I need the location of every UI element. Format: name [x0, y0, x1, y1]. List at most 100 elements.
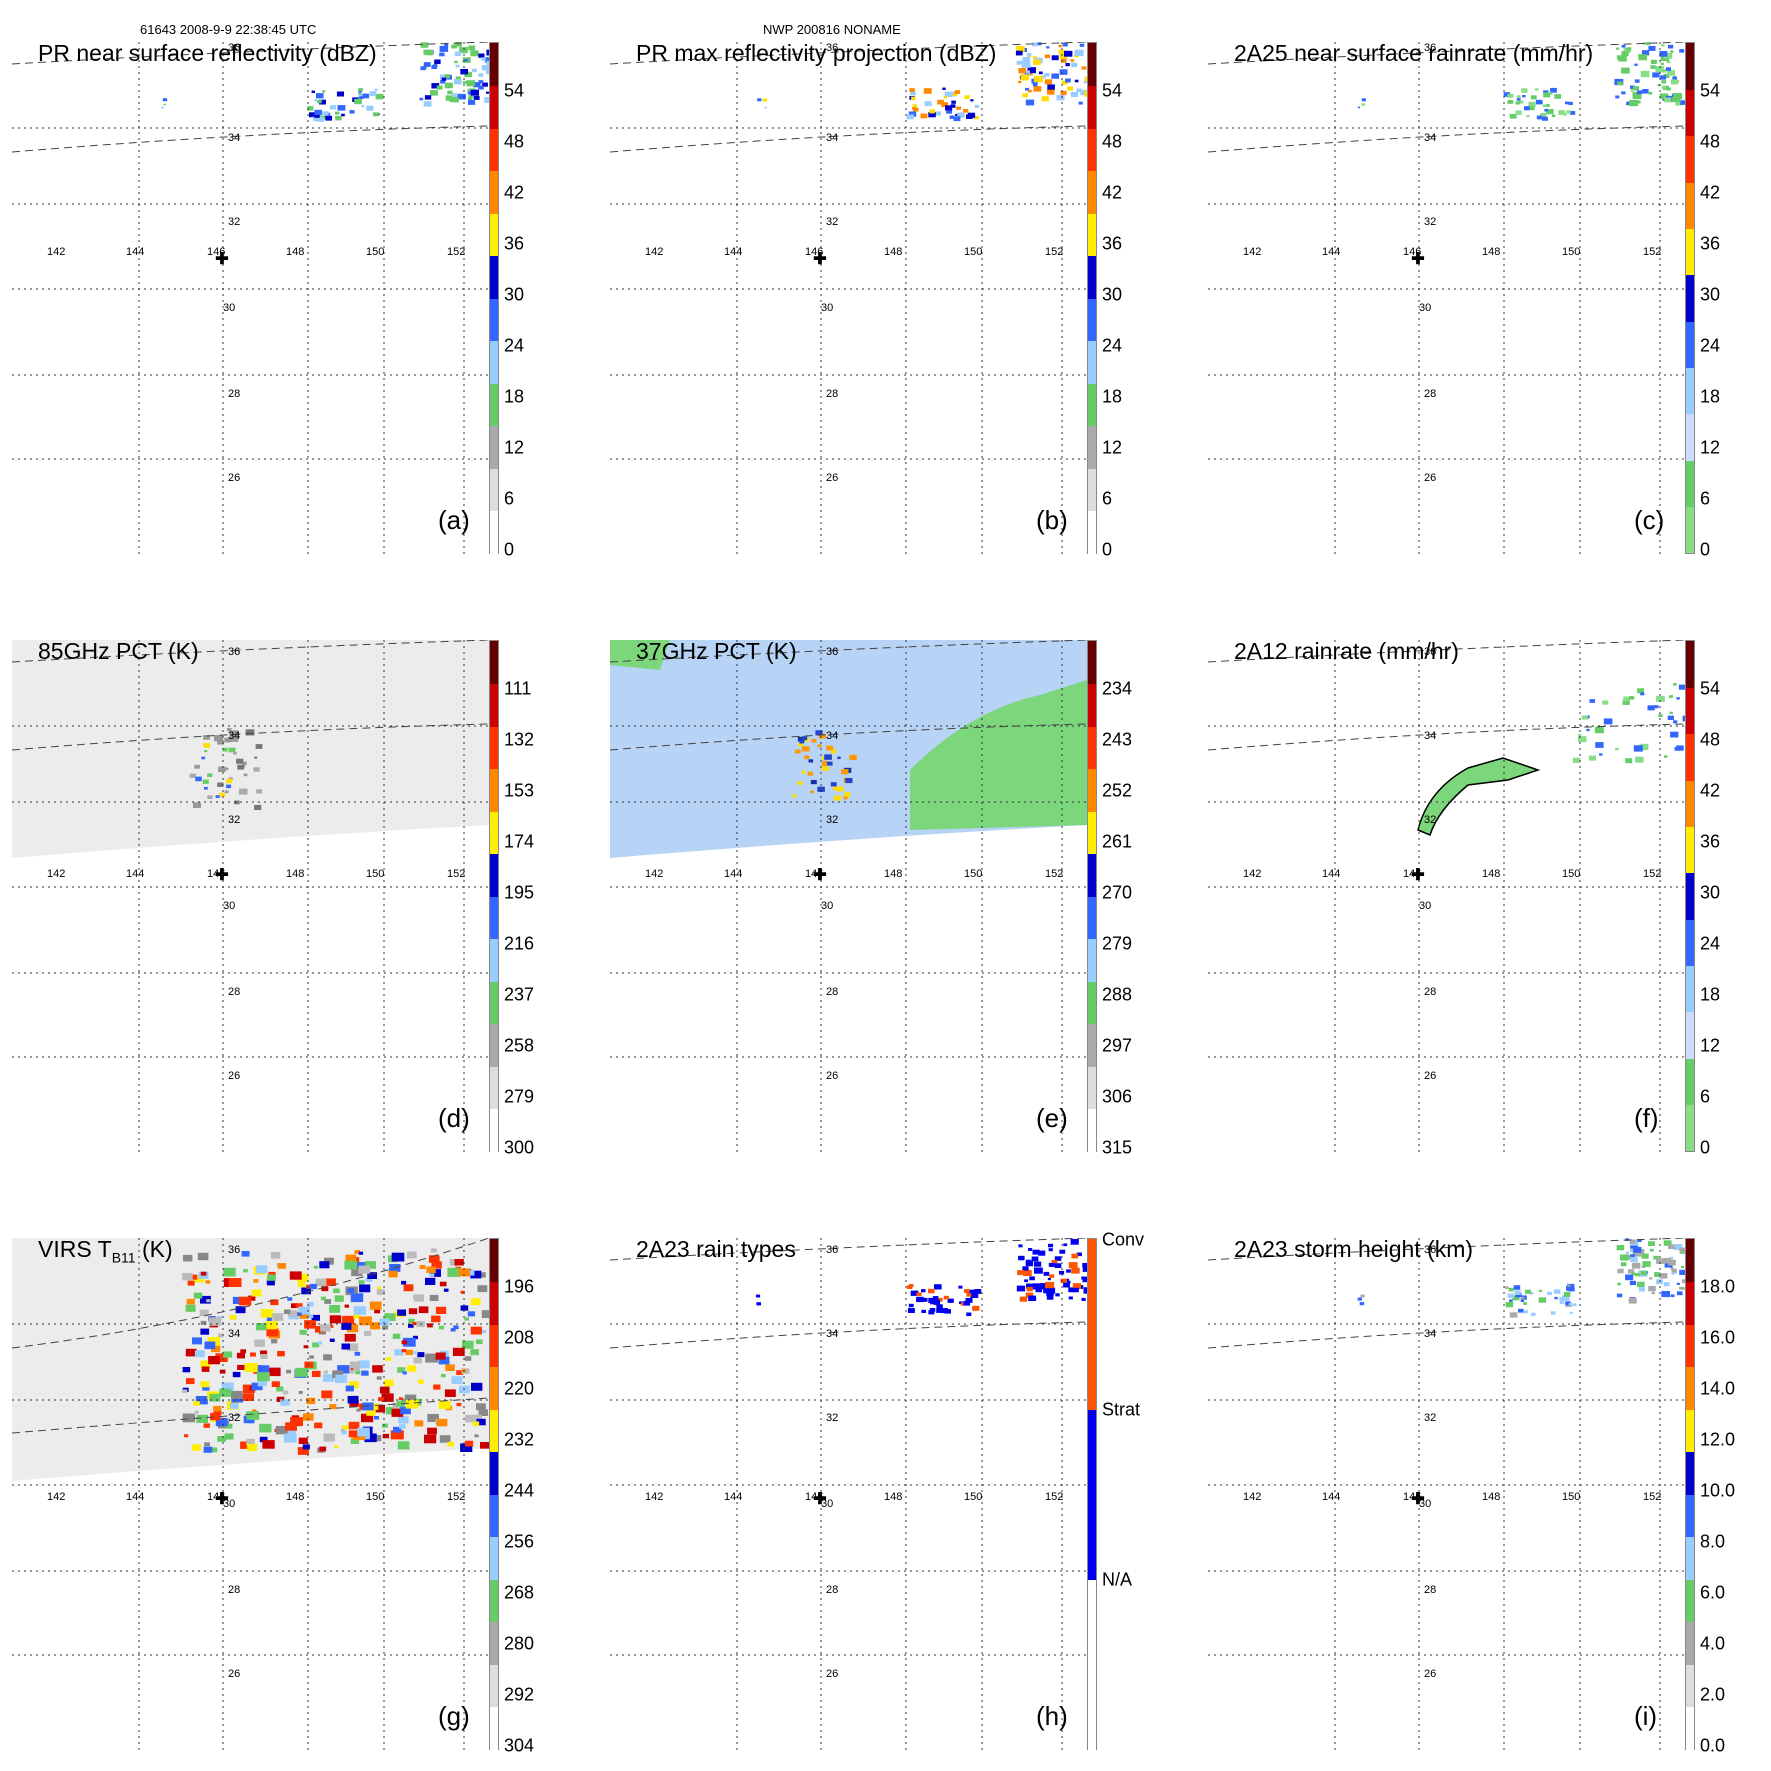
- echo-pixel: [1526, 115, 1530, 118]
- echo-pixel: [447, 90, 453, 95]
- colorbar-segment: [1686, 965, 1694, 1013]
- echo-pixel: [413, 1295, 418, 1299]
- echo-pixel: [755, 1294, 761, 1298]
- colorbar-tick-label: 315: [1102, 1137, 1133, 1158]
- panel-f: 142 144 146 148 150 152 36 34 32 30 28 26 ✚ 2A12 rain…: [1196, 598, 1771, 1158]
- echo-pixel: [205, 1280, 211, 1284]
- colorbar-segment: [1686, 780, 1694, 827]
- lat-label: 36: [1424, 42, 1437, 54]
- echo-pixel: [1594, 726, 1604, 734]
- panel-letter: (i): [1634, 1701, 1658, 1731]
- echo-pixel: [1678, 684, 1685, 690]
- lon-label: 148: [1482, 1491, 1501, 1503]
- echo-pixel: [1621, 51, 1629, 57]
- echo-pixel: [1062, 42, 1068, 47]
- echo-pixel: [1063, 1243, 1068, 1247]
- echo-pixel: [951, 100, 956, 104]
- colorbar-tick-label: 252: [1102, 780, 1133, 801]
- lon-label: 150: [964, 1491, 983, 1503]
- echo-pixel: [349, 110, 355, 114]
- colorbar-segment: [1686, 1706, 1694, 1750]
- echo-pixel: [1043, 1289, 1050, 1294]
- echo-pixel: [365, 1277, 373, 1282]
- echo-pixel: [200, 1328, 210, 1335]
- echo-pixel: [439, 1435, 451, 1443]
- echo-pixel: [224, 1433, 234, 1440]
- swath-edge-line: [610, 1321, 1087, 1349]
- colorbar: [489, 42, 499, 554]
- colorbar-segment: [1686, 367, 1694, 415]
- echo-pixel: [1515, 101, 1520, 105]
- colorbar-segment: [1686, 135, 1694, 183]
- panel-title-text: 2A12 rainrate (mm/hr): [1234, 638, 1459, 664]
- echo-pixel: [215, 795, 220, 798]
- lat-label: 32: [228, 216, 241, 228]
- echo-pixel: [439, 52, 445, 57]
- echo-pixel: [361, 1413, 374, 1423]
- colorbar-segment: [1088, 1409, 1096, 1580]
- echo-pixel: [464, 1317, 469, 1321]
- echo-pixel: [843, 796, 848, 800]
- echo-pixel: [228, 777, 233, 780]
- colorbar-category-label: Strat: [1102, 1399, 1141, 1420]
- echo-pixel: [470, 1298, 481, 1306]
- echo-pixel: [341, 1343, 350, 1350]
- echo-pixel: [841, 769, 849, 775]
- colorbar-segment: [1088, 1579, 1096, 1750]
- echo-pixel: [1661, 44, 1665, 47]
- colorbar: [1087, 1238, 1097, 1750]
- echo-pixel: [1629, 696, 1635, 700]
- echo-pixel: [231, 1390, 243, 1399]
- storm-center-marker: ✚: [1411, 251, 1425, 268]
- panel-letter: (b): [1036, 505, 1068, 535]
- echo-pixel: [460, 1305, 469, 1311]
- echo-pixel: [1650, 65, 1656, 69]
- colorbar-segment: [1088, 340, 1096, 384]
- colorbar-tick-label: 54: [1102, 80, 1123, 101]
- echo-pixel: [1023, 1269, 1032, 1276]
- echo-pixel: [916, 1292, 922, 1296]
- echo-pixel: [1029, 1276, 1035, 1281]
- echo-pixel: [1673, 683, 1677, 686]
- echo-pixel: [413, 1357, 422, 1364]
- echo-pixel: [1568, 1303, 1573, 1306]
- colorbar-segment: [1088, 1239, 1096, 1410]
- warm-region: [910, 680, 1087, 830]
- echo-pixel: [287, 1297, 293, 1301]
- echo-pixel: [1667, 1259, 1676, 1266]
- echo-pixel: [1016, 46, 1025, 52]
- echo-pixel: [1045, 1281, 1055, 1289]
- echo-pixel: [1081, 1297, 1086, 1301]
- echo-pixel: [1679, 49, 1685, 53]
- panel-title: VIRS TB11 (K): [38, 1236, 173, 1266]
- echo-pixel: [375, 93, 384, 100]
- echo-pixel: [1673, 93, 1682, 99]
- colorbar-segment: [490, 43, 498, 86]
- colorbar-tick-label: 0: [1700, 539, 1711, 560]
- echo-pixel: [451, 97, 459, 103]
- colorbar-segment: [1686, 1281, 1694, 1325]
- echo-pixel: [1635, 756, 1644, 763]
- echo-pixel: [376, 1289, 385, 1295]
- echo-pixel: [963, 1300, 971, 1306]
- echo-pixel: [830, 782, 837, 787]
- echo-pixel: [230, 1403, 239, 1409]
- echo-pixel: [431, 65, 438, 69]
- echo-pixel: [1554, 1289, 1561, 1294]
- echo-pixel: [329, 1338, 335, 1342]
- echo-pixel: [929, 1308, 936, 1312]
- echo-pixel: [323, 1354, 332, 1361]
- lon-label: 146: [805, 1491, 824, 1503]
- echo-pixel: [444, 74, 450, 79]
- echo-pixel: [1018, 1244, 1023, 1248]
- echo-pixel: [1551, 114, 1556, 118]
- map-plot: [1208, 1238, 1685, 1752]
- echo-pixel: [431, 83, 440, 89]
- echo-pixel: [192, 1337, 202, 1345]
- echo-pixel: [344, 1260, 357, 1270]
- echo-pixel: [282, 1390, 289, 1395]
- colorbar-tick-label: 42: [1700, 780, 1721, 801]
- echo-pixel: [213, 1409, 222, 1416]
- colorbar-segment: [1686, 1621, 1694, 1665]
- echo-pixel: [314, 109, 322, 115]
